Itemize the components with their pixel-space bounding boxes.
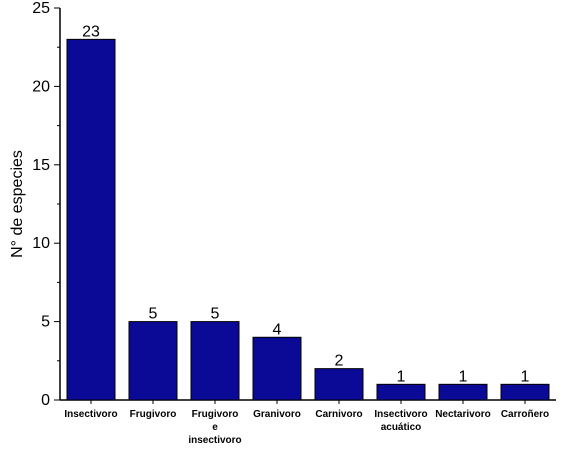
y-tick-label: 10 [32, 235, 50, 252]
x-tick-label: Granivoro [253, 409, 301, 420]
data-label: 1 [397, 368, 406, 385]
bar [500, 383, 550, 401]
data-label: 4 [273, 321, 282, 338]
data-label: 5 [149, 306, 158, 323]
y-tick-label: 25 [32, 0, 50, 17]
y-axis-title: N° de especies [9, 150, 26, 258]
labels: 23 Insectivoro 5 Frugivoro 5 Frugivoro e insect… [64, 23, 549, 446]
y-tick-label: 5 [41, 314, 50, 331]
bar [128, 321, 178, 401]
bars [66, 38, 550, 401]
x-tick-label: Frugivoro [130, 409, 177, 420]
data-label: 1 [521, 368, 530, 385]
data-label: 5 [211, 306, 220, 323]
data-label: 1 [459, 368, 468, 385]
x-tick-label: Insectivoro [374, 409, 427, 420]
x-tick-label: insectivoro [188, 435, 241, 446]
data-label: 2 [335, 353, 344, 370]
x-tick-label: Carroñero [501, 409, 549, 420]
bar [376, 383, 426, 401]
y-tick-label: 20 [32, 78, 50, 95]
bar [66, 38, 116, 401]
y-tick-label: 15 [32, 157, 50, 174]
x-tick-label: Carnivoro [315, 409, 362, 420]
x-tick-label: Nectarivoro [435, 409, 491, 420]
x-tick-label: Insectivoro [64, 409, 117, 420]
x-tick-label: acuático [381, 422, 422, 433]
bar [190, 321, 240, 401]
bar [438, 383, 488, 401]
bar [314, 368, 364, 401]
x-tick-label: e [212, 422, 218, 433]
y-tick-label: 0 [41, 392, 50, 409]
bar [252, 336, 302, 401]
data-label: 23 [82, 23, 100, 40]
x-tick-label: Frugivoro [192, 409, 239, 420]
